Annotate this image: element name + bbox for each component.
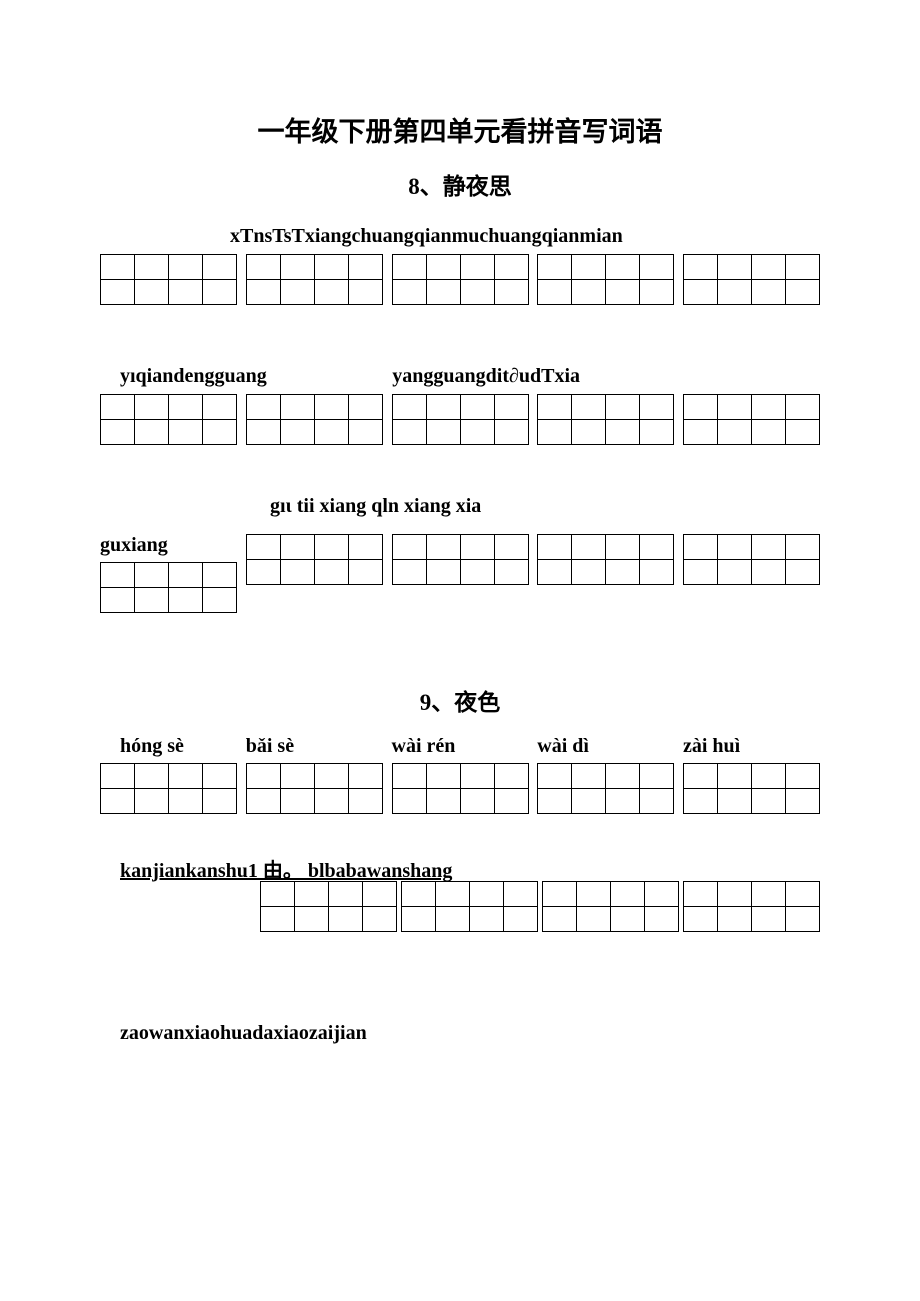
writing-grid [392,394,529,445]
grid-block [683,881,820,932]
section8-row2 [100,394,820,445]
writing-grid [260,881,397,932]
grid-block [537,534,674,585]
grid-block: bǎi sè [246,735,383,814]
grid-block: wài dì [537,735,674,814]
pinyin-label: yıqiandengguang [120,365,267,388]
grid-block [260,881,397,932]
writing-grid [246,763,383,814]
pinyin-label: guxiang [100,534,237,558]
grid-block [100,394,237,445]
grid-block [537,394,674,445]
grid-block: zài huì [683,735,820,814]
grid-block [683,534,820,585]
writing-grid [401,881,538,932]
writing-grid [683,881,820,932]
grid-block [392,254,529,305]
pinyin-label: yangguangdit∂udTxia [392,365,580,388]
writing-grid [537,534,674,585]
grid-block [100,254,237,305]
grid-block: guxiang [100,534,237,613]
writing-grid [246,254,383,305]
writing-grid [392,534,529,585]
grid-block [392,394,529,445]
section8-heading: 8、静夜思 [100,167,820,201]
writing-grid [537,394,674,445]
writing-grid [537,763,674,814]
writing-grid [537,254,674,305]
grid-block [246,534,383,585]
section8-row1 [100,254,820,305]
pinyin-label: hóng sè [100,735,237,759]
writing-grid [392,254,529,305]
writing-grid [246,394,383,445]
section9-heading: 9、夜色 [100,683,820,717]
writing-grid [542,881,679,932]
section8-row2-labels: yıqiandengguang yangguangdit∂udTxia [100,365,820,388]
grid-block [683,394,820,445]
grid-block [246,254,383,305]
pinyin-label: bǎi sè [246,735,383,759]
pinyin-label: wài dì [537,735,674,759]
writing-grid [246,534,383,585]
main-title: 一年级下册第四单元看拼音写词语 [100,110,820,149]
grid-block [683,254,820,305]
grid-block [246,394,383,445]
pinyin-label: wài rén [392,735,529,759]
writing-grid [100,394,237,445]
writing-grid [683,394,820,445]
section9-bottom-pinyin: zaowanxiaohuadaxiaozaijian [100,1022,820,1045]
writing-grid [100,254,237,305]
grid-block [537,254,674,305]
section8-line1-pinyin: xTnsTsTxiangchuangqianmuchuangqianmian [100,225,820,248]
writing-grid [392,763,529,814]
writing-grid [683,763,820,814]
grid-block [542,881,679,932]
writing-grid [683,534,820,585]
section8-line3-pinyin: gıι tii xiang qln xiang xia [100,495,820,518]
writing-grid [100,562,237,613]
pinyin-label: zài huì [683,735,820,759]
section8-row3: guxiang [100,534,820,613]
grid-block: wài rén [392,735,529,814]
writing-grid [683,254,820,305]
writing-grid [100,763,237,814]
page-container: 一年级下册第四单元看拼音写词语 8、静夜思 xTnsTsTxiangchuang… [0,0,920,1105]
section9-row2: kanjiankanshu1 由。 blbabawanshang [100,854,820,932]
grid-block [401,881,538,932]
grid-block: hóng sè [100,735,237,814]
section9-row1: hóng sè bǎi sè wài rén wài dì zài huì [100,735,820,814]
grid-block [392,534,529,585]
section9-line2-pinyin: kanjiankanshu1 由。 blbabawanshang [100,854,452,883]
